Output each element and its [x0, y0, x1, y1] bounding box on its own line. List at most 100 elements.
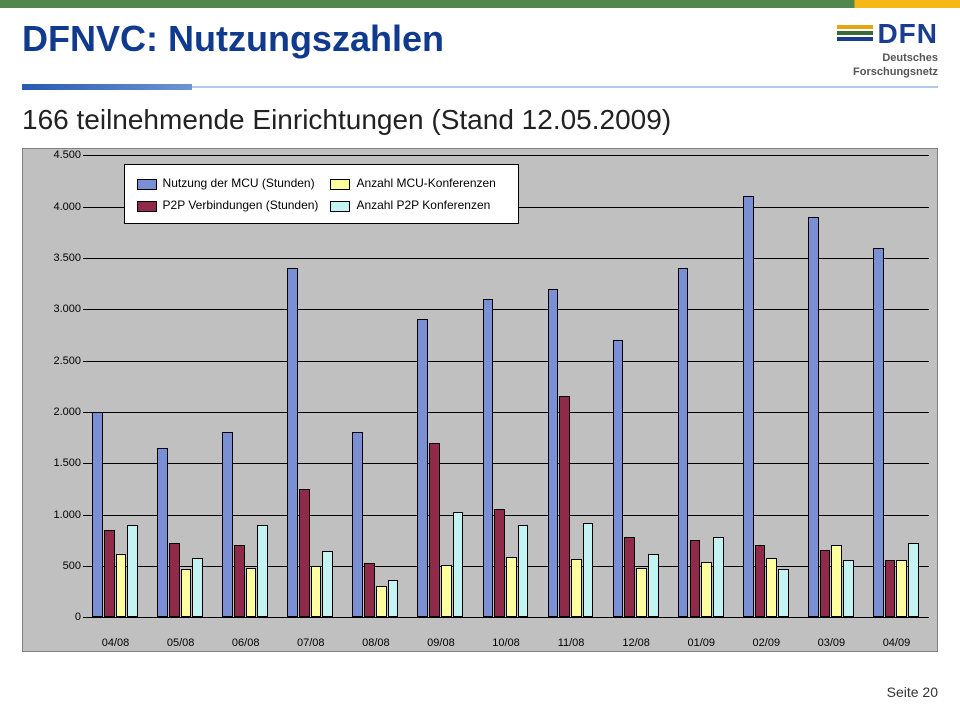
bar-group: [408, 155, 473, 617]
bar-p2p_count: [192, 558, 203, 618]
bar-mcu_count: [441, 565, 452, 617]
legend-item: Anzahl MCU-Konferenzen: [330, 173, 505, 193]
bar-group: [213, 155, 278, 617]
bar-p2p_count: [843, 560, 854, 617]
bar-p2p_hours: [429, 443, 440, 618]
bar-group: [278, 155, 343, 617]
legend-label: P2P Verbindungen (Stunden): [163, 198, 319, 212]
bar-mcu_count: [311, 566, 322, 617]
bar-group: [473, 155, 538, 617]
legend-swatch-icon: [137, 201, 157, 212]
bar-p2p_hours: [885, 560, 896, 617]
bar-mcu_hours: [808, 217, 819, 617]
dfn-logo: DFN Deutsches Forschungsnetz: [837, 18, 938, 78]
bar-p2p_count: [127, 525, 138, 617]
y-tick-label: 3.000: [53, 303, 81, 315]
x-tick-label: 02/09: [753, 637, 781, 649]
header-rule: [22, 86, 938, 88]
usage-chart: 04/08 05/08 06/08 07/08 08/08 09/08 10/08 11/08…: [22, 148, 938, 652]
bar-mcu_count: [116, 554, 127, 618]
x-tick-label: 04/09: [883, 637, 911, 649]
bar-mcu_hours: [873, 248, 884, 618]
header: DFNVC: Nutzungszahlen DFN Deutsches Fors…: [0, 8, 960, 78]
x-tick-label: 09/08: [427, 637, 455, 649]
x-tick-label: 05/08: [167, 637, 195, 649]
x-tick-label: 06/08: [232, 637, 260, 649]
bar-p2p_count: [648, 554, 659, 618]
bar-mcu_count: [766, 558, 777, 618]
bar-group: [343, 155, 408, 617]
bar-p2p_count: [453, 512, 464, 617]
bar-mcu_hours: [287, 268, 298, 617]
page-title: DFNVC: Nutzungszahlen: [22, 18, 444, 60]
logo-subtitle-1: Deutsches: [837, 52, 938, 64]
bar-mcu_count: [701, 562, 712, 617]
bar-mcu_count: [181, 569, 192, 617]
bar-mcu_count: [246, 568, 257, 617]
bar-mcu_hours: [92, 412, 103, 617]
y-tick-label: 3.500: [53, 252, 81, 264]
x-tick-label: 04/08: [102, 637, 130, 649]
y-tick-label: 2.500: [53, 355, 81, 367]
bar-mcu_hours: [157, 448, 168, 617]
legend-swatch-icon: [330, 179, 350, 190]
bar-p2p_count: [583, 523, 594, 617]
bar-mcu_hours: [548, 289, 559, 618]
bar-mcu_count: [896, 560, 907, 617]
legend-label: Nutzung der MCU (Stunden): [163, 176, 315, 190]
top-stripe: [0, 0, 960, 8]
bar-mcu_hours: [743, 196, 754, 617]
bar-mcu_count: [506, 557, 517, 618]
logo-text: DFN: [877, 18, 938, 50]
x-tick-label: 10/08: [492, 637, 520, 649]
bar-mcu_hours: [678, 268, 689, 617]
y-tick-label: 1.000: [53, 509, 81, 521]
bar-p2p_count: [518, 525, 529, 617]
bar-group: [669, 155, 734, 617]
bar-p2p_count: [388, 580, 399, 617]
x-tick-label: 08/08: [362, 637, 390, 649]
legend-label: Anzahl MCU-Konferenzen: [356, 176, 495, 190]
bar-p2p_hours: [559, 396, 570, 617]
page-subtitle: 166 teilnehmende Einrichtungen (Stand 12…: [0, 88, 960, 142]
x-tick-label: 07/08: [297, 637, 325, 649]
legend-swatch-icon: [330, 201, 350, 212]
bar-group: [539, 155, 604, 617]
bar-p2p_count: [778, 569, 789, 617]
bar-p2p_hours: [624, 537, 635, 617]
legend-item: P2P Verbindungen (Stunden): [137, 195, 329, 215]
y-tick-label: 1.500: [53, 457, 81, 469]
bar-mcu_hours: [352, 432, 363, 617]
page-footer: Seite 20: [887, 684, 938, 700]
bar-mcu_hours: [222, 432, 233, 617]
bar-p2p_hours: [364, 563, 375, 617]
x-tick-label: 01/09: [687, 637, 715, 649]
bar-mcu_hours: [613, 340, 624, 617]
bar-mcu_count: [636, 568, 647, 617]
bar-p2p_count: [257, 525, 268, 617]
y-tick-label: 4.000: [53, 201, 81, 213]
bar-p2p_hours: [690, 540, 701, 617]
bar-group: [148, 155, 213, 617]
x-tick-label: 11/08: [558, 637, 585, 649]
y-tick-label: 500: [63, 560, 81, 572]
bar-group: [864, 155, 929, 617]
bar-mcu_count: [376, 586, 387, 617]
bar-p2p_count: [908, 543, 919, 617]
logo-stripes-icon: [837, 25, 873, 43]
bar-mcu_count: [831, 545, 842, 617]
x-tick-label: 12/08: [622, 637, 650, 649]
legend-swatch-icon: [137, 179, 157, 190]
bar-group: [83, 155, 148, 617]
bar-mcu_hours: [483, 299, 494, 617]
bar-p2p_hours: [820, 550, 831, 617]
bar-p2p_count: [713, 537, 724, 617]
y-tick-label: 2.000: [53, 406, 81, 418]
bar-mcu_hours: [417, 319, 428, 617]
bar-group: [734, 155, 799, 617]
legend-item: Anzahl P2P Konferenzen: [330, 195, 505, 215]
chart-legend: Nutzung der MCU (Stunden) Anzahl MCU-Konf…: [124, 164, 519, 224]
bar-p2p_hours: [234, 545, 245, 617]
y-tick-label: 4.500: [53, 149, 81, 161]
y-tick-label: 0: [75, 611, 81, 623]
